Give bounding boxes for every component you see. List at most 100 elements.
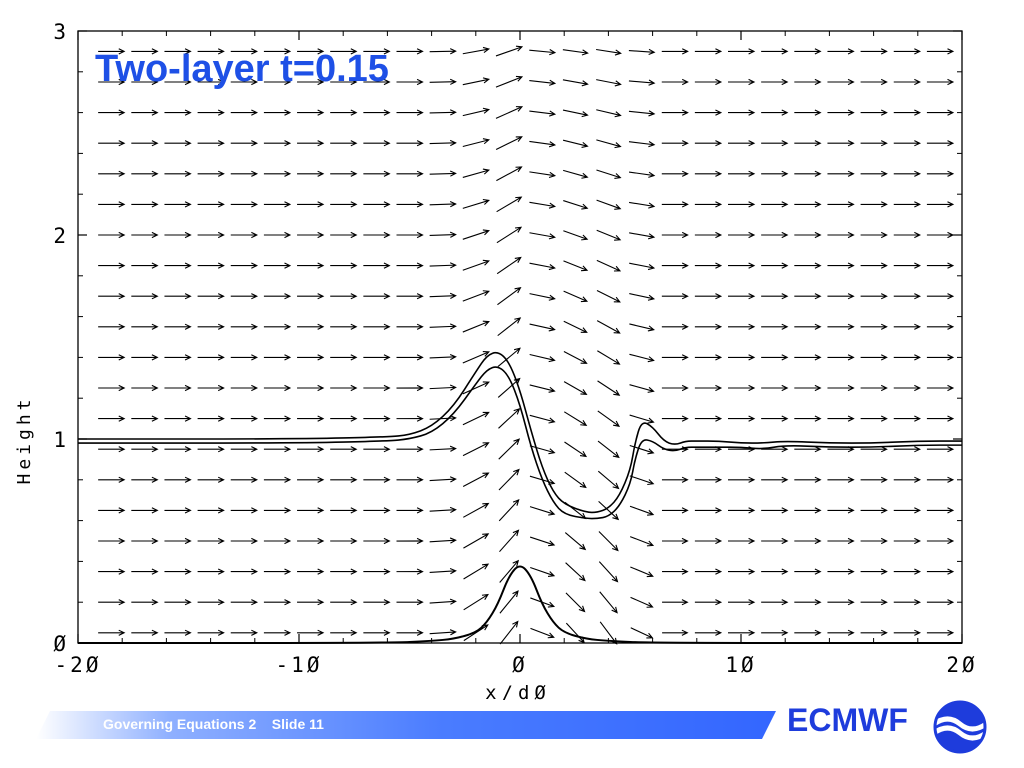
velocity-arrow [794,109,822,116]
velocity-arrow [462,46,491,55]
y-tick-label: 2 [53,224,66,248]
velocity-arrow [297,262,325,269]
velocity-arrow [629,293,656,301]
velocity-arrow [498,407,521,429]
velocity-arrow [761,231,789,239]
velocity-arrow [893,231,922,239]
velocity-arrow [694,48,723,55]
velocity-arrow [563,381,588,395]
velocity-arrow [396,231,424,239]
velocity-arrow [661,323,689,330]
velocity-arrow [297,323,325,330]
velocity-arrow [860,231,888,239]
velocity-arrow [363,201,391,208]
velocity-arrow [761,415,789,422]
velocity-arrow [396,354,424,361]
velocity-arrow [330,354,358,361]
velocity-arrow [429,262,457,269]
velocity-arrow [396,384,424,392]
velocity-arrow [495,45,524,57]
velocity-arrow [529,49,557,56]
velocity-arrow [197,293,225,300]
velocity-arrow [164,293,192,300]
velocity-arrow [630,627,654,639]
velocity-arrow [761,568,789,575]
velocity-arrow [728,629,756,636]
velocity-arrow [164,323,192,330]
velocity-arrow [263,293,292,300]
velocity-arrow [462,77,491,86]
velocity-arrow [230,415,259,422]
velocity-arrow [131,568,159,575]
velocity-arrow [396,476,424,483]
velocity-arrow [827,599,855,606]
velocity-arrow [694,537,723,545]
velocity-arrow [131,231,159,239]
velocity-arrow [429,445,457,452]
velocity-arrow [164,201,192,208]
velocity-arrow [330,48,358,55]
velocity-arrow [98,446,126,453]
velocity-arrow [761,170,789,177]
velocity-arrow [694,201,723,208]
velocity-arrow [596,289,621,303]
velocity-arrow [230,476,259,483]
velocity-arrow [164,446,192,453]
velocity-arrow [429,598,457,605]
velocity-arrow [164,109,192,116]
velocity-arrow [263,476,292,483]
velocity-arrow [495,136,523,151]
velocity-arrow [98,568,126,575]
velocity-arrow [827,48,855,55]
velocity-arrow [330,140,358,147]
velocity-arrow [363,629,391,636]
velocity-arrow [396,170,424,177]
velocity-arrow [728,415,756,422]
velocity-arrow [529,353,556,363]
velocity-arrow [596,139,622,149]
velocity-arrow [396,629,424,636]
velocity-arrow [396,568,424,575]
series-upper-interface [78,351,962,514]
velocity-arrow [761,476,789,483]
velocity-arrow [827,629,855,636]
velocity-arrow [297,109,325,116]
footer-band [36,711,776,739]
velocity-arrow [131,48,159,55]
velocity-arrow [629,201,656,209]
velocity-arrow [429,170,457,177]
velocity-arrow [98,323,126,330]
velocity-arrow [629,536,655,547]
velocity-arrow [694,140,723,147]
velocity-arrow [164,629,192,636]
velocity-arrow [893,170,922,177]
velocity-arrow [230,262,259,269]
velocity-arrow [498,498,520,522]
velocity-arrow [628,79,656,86]
velocity-arrow [462,168,491,178]
velocity-arrow [363,446,391,453]
axis-ticks: -2Ø -1Ø Ø 1Ø 2Ø Ø 1 2 3 [53,20,974,677]
velocity-arrow [893,201,922,208]
velocity-arrow [694,476,723,483]
velocity-arrow [429,231,457,238]
velocity-arrow [330,568,358,575]
velocity-arrow [794,48,822,55]
velocity-arrow [164,231,192,239]
velocity-arrow [263,629,292,636]
velocity-arrow [396,323,424,330]
velocity-arrow [363,537,391,545]
velocity-arrow [330,323,358,330]
velocity-arrow [860,446,888,453]
velocity-arrow [761,262,789,269]
series-lower-interface [78,366,962,520]
velocity-arrow [827,323,855,330]
velocity-arrow [197,109,225,116]
velocity-arrow [860,629,888,636]
velocity-arrow [363,599,391,606]
velocity-arrow [827,109,855,116]
velocity-arrow [596,79,622,87]
x-tick-label: 1Ø [725,653,756,677]
velocity-arrow [629,444,655,455]
velocity-arrow [860,293,888,300]
